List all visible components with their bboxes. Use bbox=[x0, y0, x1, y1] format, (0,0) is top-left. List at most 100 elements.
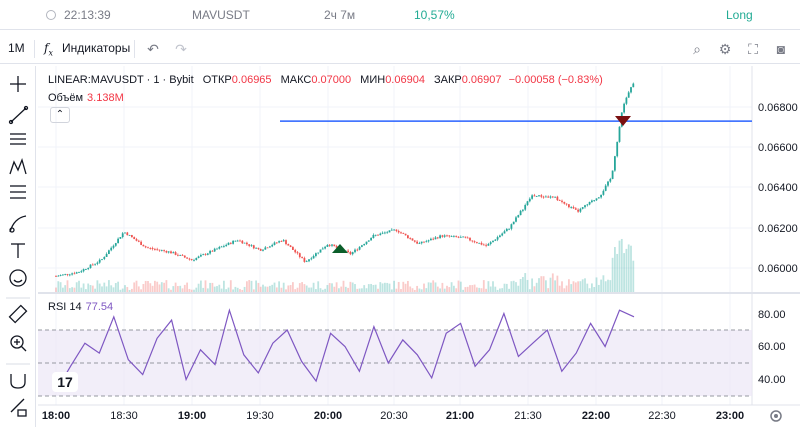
volume-bar bbox=[561, 281, 563, 292]
ruler-icon[interactable] bbox=[8, 304, 28, 324]
volume-bar bbox=[496, 289, 499, 292]
volume-bar bbox=[416, 285, 418, 292]
candle-body bbox=[443, 235, 446, 237]
candle-body bbox=[517, 215, 520, 218]
volume-bar bbox=[89, 285, 92, 292]
candle-body bbox=[390, 229, 393, 231]
parallel-channel-icon[interactable] bbox=[10, 133, 26, 145]
candle-body bbox=[57, 275, 60, 277]
candle-body bbox=[149, 248, 152, 249]
candle-body bbox=[101, 258, 103, 260]
candle-body bbox=[223, 246, 225, 247]
volume-bar bbox=[607, 279, 609, 292]
collapse-legend-button[interactable]: ⌃ bbox=[50, 107, 70, 123]
volume-bar bbox=[482, 280, 485, 292]
candle-body bbox=[586, 204, 589, 206]
emoji-icon[interactable] bbox=[9, 269, 27, 287]
candle-body bbox=[197, 256, 200, 258]
volume-bar bbox=[326, 285, 329, 292]
candle-body bbox=[121, 233, 124, 238]
volume-bar bbox=[363, 285, 366, 292]
volume-bar bbox=[218, 284, 221, 292]
time-tick: 20:00 bbox=[314, 410, 342, 422]
tradingview-logo[interactable]: 17 bbox=[52, 372, 78, 392]
volume-legend[interactable]: Объём 3.138M bbox=[48, 92, 124, 104]
redo-icon[interactable]: ↷ bbox=[175, 41, 187, 57]
candle-body bbox=[627, 92, 630, 98]
volume-bar bbox=[324, 288, 326, 292]
volume-bar bbox=[439, 288, 441, 292]
toolbar-divider bbox=[34, 40, 35, 58]
undo-icon[interactable]: ↶ bbox=[147, 41, 159, 57]
candle-body bbox=[174, 252, 177, 255]
candle-body bbox=[607, 181, 609, 186]
lock-drawings-icon[interactable] bbox=[10, 398, 27, 417]
volume-bar bbox=[239, 289, 241, 292]
volume-bar bbox=[430, 282, 432, 292]
candle-body bbox=[434, 237, 437, 240]
time-tick: 19:30 bbox=[246, 410, 274, 422]
rsi-axis[interactable]: 80.00 60.00 40.00 bbox=[758, 309, 786, 386]
volume-bar bbox=[229, 280, 232, 292]
volume-bar bbox=[367, 284, 370, 292]
candle-body bbox=[524, 205, 527, 210]
volume-bar bbox=[144, 280, 147, 292]
volume-bar bbox=[538, 278, 540, 292]
volume-bar bbox=[209, 282, 211, 292]
candle-body bbox=[211, 250, 214, 252]
time-axis[interactable]: 18:00 18:30 19:00 19:30 20:00 20:30 21:0… bbox=[42, 410, 744, 422]
magnet-icon[interactable] bbox=[10, 374, 26, 389]
candle-body bbox=[354, 249, 356, 253]
settings-gear-icon[interactable]: ⚙ bbox=[718, 41, 732, 57]
volume-bar bbox=[96, 280, 99, 292]
volume-bar bbox=[632, 260, 635, 292]
symbol-title[interactable]: LINEAR:MAVUSDT · 1 · Bybit bbox=[48, 74, 194, 86]
time-tick: 18:00 bbox=[42, 410, 70, 422]
indicators-button[interactable]: Индикаторы bbox=[62, 41, 131, 55]
fullscreen-icon[interactable]: ⛶ bbox=[748, 41, 758, 57]
trend-line-icon[interactable] bbox=[8, 105, 29, 125]
zoom-in-icon[interactable] bbox=[10, 335, 27, 352]
volume-bar bbox=[305, 285, 308, 292]
chart-settings-icon[interactable] bbox=[770, 410, 782, 422]
price-axis[interactable]: 0.06800 0.06600 0.06400 0.06200 0.06000 bbox=[758, 102, 798, 275]
volume-bar bbox=[409, 286, 412, 292]
volume-bar bbox=[407, 280, 409, 292]
candle-body bbox=[206, 253, 209, 255]
symbol-legend[interactable]: LINEAR:MAVUSDT · 1 · Bybit ОТКР0.06965 М… bbox=[48, 74, 603, 86]
change-value: −0.00058 (−0.83%) bbox=[508, 74, 603, 86]
volume-bar bbox=[167, 288, 170, 292]
crosshair-icon[interactable] bbox=[10, 76, 26, 92]
candle-body bbox=[294, 249, 297, 253]
pattern-icon[interactable] bbox=[9, 157, 27, 175]
candle-body bbox=[82, 269, 85, 272]
volume-bar bbox=[563, 288, 566, 292]
rsi-legend[interactable]: RSI 14 77.54 bbox=[48, 301, 113, 313]
candle-body bbox=[227, 242, 230, 245]
snapshot-camera-icon[interactable]: ◙ bbox=[776, 41, 786, 57]
candle-body bbox=[105, 253, 108, 257]
candle-body bbox=[487, 243, 490, 246]
candle-body bbox=[73, 273, 76, 275]
candle-body bbox=[616, 141, 619, 157]
volume-bar bbox=[131, 288, 133, 292]
volume-bar bbox=[94, 288, 96, 292]
time-tick: 22:00 bbox=[582, 410, 610, 422]
volume-bar bbox=[512, 280, 515, 292]
brush-icon[interactable] bbox=[9, 215, 27, 233]
text-tool-icon[interactable] bbox=[11, 243, 25, 258]
candle-body bbox=[614, 156, 616, 171]
fib-retracement-icon[interactable] bbox=[10, 185, 26, 199]
volume-bar bbox=[423, 283, 425, 292]
indicators-icon[interactable]: fx bbox=[44, 41, 53, 58]
candle-body bbox=[144, 246, 147, 248]
volume-bar bbox=[584, 278, 586, 292]
candle-body bbox=[220, 246, 223, 248]
drawing-toolbar bbox=[0, 66, 36, 427]
interval-button[interactable]: 1M bbox=[8, 41, 25, 55]
quick-search-icon[interactable]: ⌕ bbox=[693, 41, 701, 57]
volume-bar bbox=[579, 281, 582, 292]
candle-body bbox=[142, 244, 145, 247]
candle-body bbox=[370, 238, 372, 241]
